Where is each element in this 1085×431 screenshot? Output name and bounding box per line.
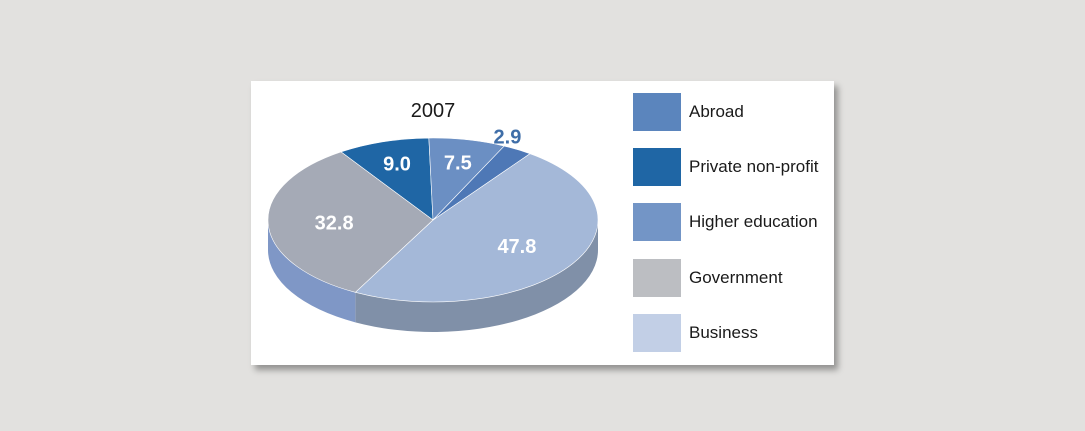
pie-label-abroad: 2.9 (494, 127, 522, 149)
legend-swatch (633, 203, 681, 241)
pie-value-labels: 47.8 32.8 9.0 7.5 2.9 (315, 127, 537, 259)
pie-slice-private-non-profit (340, 137, 434, 221)
pie-label-higher-education: 7.5 (444, 152, 472, 174)
legend-label: Private non-profit (689, 157, 819, 176)
pie-label-private-non-profit: 9.0 (383, 154, 411, 176)
pie-slice-abroad (432, 145, 531, 221)
legend-item-higher-education: Higher education (633, 203, 818, 241)
chart-title: 2007 (411, 100, 456, 122)
legend-swatch (633, 259, 681, 297)
legend-item-private-non-profit: Private non-profit (633, 148, 818, 186)
legend-label: Business (689, 323, 758, 342)
legend-item-government: Government (633, 259, 783, 297)
pie-side-government (268, 220, 356, 323)
chart-card: 47.8 32.8 9.0 7.5 2.9 2007 Abroad Private no… (251, 81, 834, 365)
legend-swatch (633, 314, 681, 352)
legend-item-business: Business (633, 314, 758, 352)
legend-swatch (633, 93, 681, 131)
legend-item-abroad: Abroad (633, 93, 744, 131)
legend-label: Government (689, 268, 783, 287)
pie-slice-government (267, 151, 434, 293)
legend-swatch (633, 148, 681, 186)
legend-label: Abroad (689, 102, 744, 121)
legend-label: Higher education (689, 212, 818, 231)
pie-label-government: 32.8 (315, 212, 354, 234)
pie-label-business: 47.8 (497, 236, 536, 258)
pie-side-business (355, 220, 598, 332)
pie-sides (268, 220, 598, 332)
pie-slice-business (354, 153, 599, 303)
pie-slices (267, 137, 599, 303)
pie-chart: 47.8 32.8 9.0 7.5 2.9 2007 (267, 100, 599, 332)
